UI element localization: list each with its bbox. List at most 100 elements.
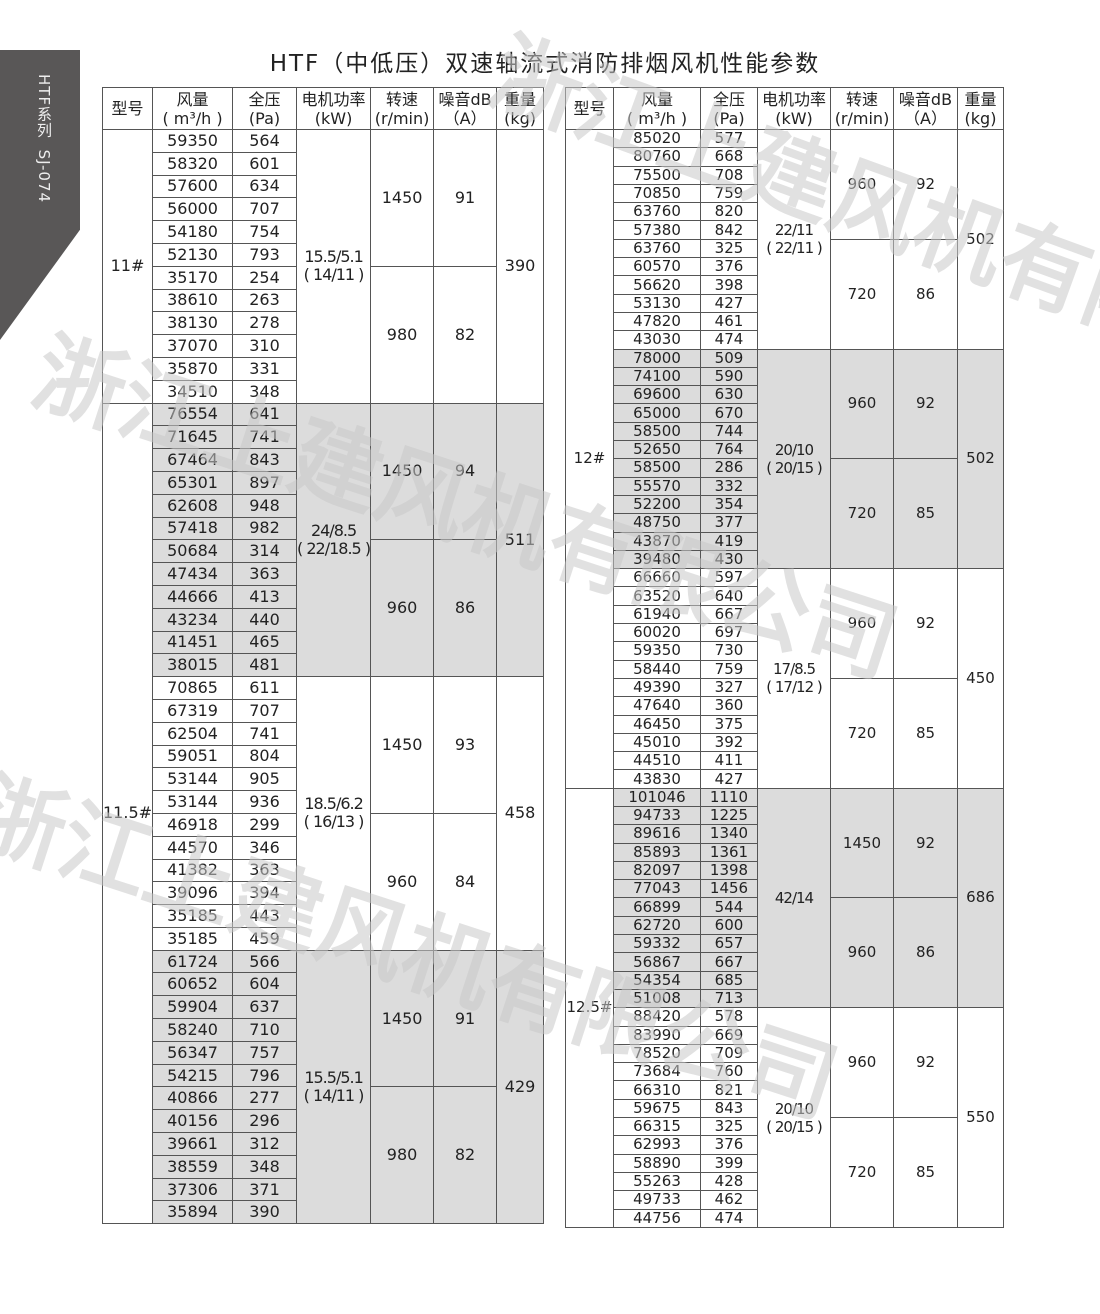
table-row: 44756 474 <box>566 1208 1004 1228</box>
airflow-cell: 44666 <box>152 584 234 609</box>
airflow-cell: 77043 <box>613 879 701 899</box>
airflow-cell: 44756 <box>613 1208 701 1228</box>
airflow-cell: 89616 <box>613 824 701 844</box>
airflow-cell: 59675 <box>613 1098 701 1119</box>
speed-cell: 960 <box>830 348 894 460</box>
table-row: 43030 474 <box>566 330 1004 350</box>
pressure-cell: 509 <box>700 348 758 368</box>
airflow-cell: 70850 <box>613 183 701 204</box>
pressure-cell: 759 <box>700 659 758 679</box>
pressure-cell: 325 <box>700 238 758 259</box>
airflow-cell: 52200 <box>613 494 701 515</box>
pressure-cell: 741 <box>232 425 298 450</box>
table-row: 59350 730 <box>566 641 1004 661</box>
table-row: 59332 657 <box>566 934 1004 954</box>
pressure-cell: 637 <box>232 995 298 1020</box>
table-row: 44510 411 <box>566 751 1004 771</box>
pressure-cell: 600 <box>700 915 758 936</box>
pressure-cell: 757 <box>232 1040 298 1065</box>
header-motor-power: 电机功率 (kW) <box>296 87 372 130</box>
airflow-cell: 83990 <box>613 1025 701 1045</box>
table-row: 41382 363 <box>103 858 544 883</box>
table-row: 12# 85020 577 22/11( 22/11 ) 960 92 502 <box>565 128 1004 789</box>
table-row: 47434 363 <box>103 562 544 586</box>
table-row: 66899 544 960 86 <box>566 897 1004 1009</box>
motor-power-cell: 22/11( 22/11 ) <box>757 129 831 350</box>
pressure-cell: 331 <box>232 356 298 381</box>
airflow-cell: 37070 <box>152 334 234 358</box>
airflow-cell: 70865 <box>152 676 234 700</box>
motor-power-cell: 18.5/6.2( 16/13 ) <box>296 676 372 951</box>
table-row: 39661 312 <box>103 1132 544 1156</box>
noise-cell: 93 <box>433 676 498 814</box>
motor-power-cell: 20/10( 20/15 ) <box>757 1007 831 1228</box>
pressure-cell: 657 <box>700 934 758 954</box>
pressure-cell: 363 <box>232 858 298 883</box>
airflow-cell: 66660 <box>613 568 701 588</box>
pressure-cell: 1225 <box>700 805 758 826</box>
pressure-cell: 670 <box>700 403 758 423</box>
speed-cell: 960 <box>370 812 435 951</box>
table-row: 73684 760 <box>566 1062 1004 1082</box>
speed-cell: 1450 <box>370 129 435 267</box>
airflow-cell: 73684 <box>613 1062 701 1082</box>
noise-cell: 85 <box>893 677 958 789</box>
pressure-cell: 465 <box>232 630 298 655</box>
table-row: 59904 637 <box>103 995 544 1020</box>
airflow-cell: 44510 <box>613 751 701 771</box>
table-row: 74100 590 <box>566 366 1004 387</box>
pressure-cell: 440 <box>232 607 298 632</box>
airflow-cell: 56620 <box>613 275 701 295</box>
header-weight: 重量 (kg) <box>957 87 1004 130</box>
header-model: 型号 <box>565 87 614 130</box>
pressure-cell: 399 <box>700 1153 758 1173</box>
airflow-cell: 58320 <box>152 151 234 176</box>
pressure-cell: 427 <box>700 293 758 313</box>
table-row: 58500 744 <box>566 421 1004 442</box>
pressure-cell: 1361 <box>700 842 758 862</box>
airflow-cell: 54180 <box>152 220 234 244</box>
pressure-cell: 1398 <box>700 860 758 881</box>
airflow-cell: 62608 <box>152 493 234 518</box>
pressure-cell: 760 <box>700 1062 758 1082</box>
model-cell: 11# <box>101 129 154 404</box>
airflow-cell: 74100 <box>613 366 701 387</box>
table-row: 75500 708 <box>566 165 1004 185</box>
pressure-cell: 461 <box>700 311 758 332</box>
airflow-cell: 85020 <box>613 128 701 149</box>
airflow-cell: 35185 <box>152 904 234 928</box>
airflow-cell: 45010 <box>613 732 701 753</box>
pressure-cell: 843 <box>700 1098 758 1119</box>
performance-table-left: 型号 风量( m³/h ) 全压 (Pa) 电机功率 (kW) 转速 (r/min) 噪音dB （… <box>101 87 545 1225</box>
motor-power-cell: 17/8.5( 17/12 ) <box>757 568 831 789</box>
airflow-cell: 35894 <box>152 1200 234 1225</box>
airflow-cell: 35870 <box>152 356 234 381</box>
airflow-cell: 38130 <box>152 311 234 336</box>
header-noise: 噪音dB （A） <box>433 87 498 130</box>
speed-cell: 1450 <box>830 787 894 899</box>
table-row: 56000 707 <box>103 197 544 222</box>
pressure-cell: 611 <box>232 676 298 700</box>
airflow-cell: 101046 <box>613 787 701 807</box>
noise-cell: 86 <box>893 238 958 350</box>
pressure-cell: 744 <box>700 421 758 442</box>
noise-cell: 91 <box>433 949 498 1088</box>
airflow-cell: 51008 <box>613 988 701 1009</box>
table-row: 35185 459 <box>103 926 544 951</box>
pressure-cell: 371 <box>232 1177 298 1202</box>
airflow-cell: 80760 <box>613 147 701 167</box>
pressure-cell: 354 <box>700 494 758 515</box>
table-row: 66315 325 720 85 <box>566 1117 1004 1228</box>
pressure-cell: 430 <box>700 549 758 570</box>
pressure-cell: 759 <box>700 183 758 204</box>
table-row: 78000 509 20/10( 20/15 ) 960 92 502 <box>566 348 1004 570</box>
airflow-cell: 75500 <box>613 165 701 185</box>
header-row: 型号 风量( m³/h ) 全压 (Pa) 电机功率 (kW) 转速 (r/min) 噪音dB （… <box>101 87 545 130</box>
speed-cell: 720 <box>830 458 894 570</box>
airflow-cell: 35185 <box>152 926 234 951</box>
pressure-cell: 796 <box>232 1063 298 1088</box>
pressure-cell: 394 <box>232 881 298 906</box>
airflow-cell: 57600 <box>152 174 234 199</box>
airflow-cell: 63760 <box>613 202 701 222</box>
header-pressure: 全压 (Pa) <box>232 87 298 130</box>
